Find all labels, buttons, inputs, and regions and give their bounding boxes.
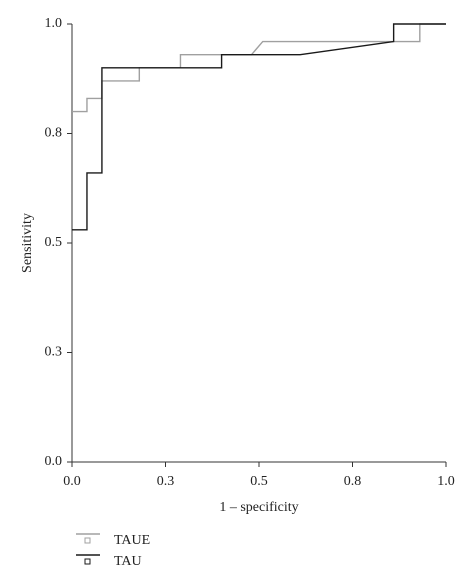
x-tick-label: 0.5 [250,474,268,489]
y-tick-label: 0.0 [45,454,63,469]
x-axis-label: 1 – specificity [219,500,298,515]
x-tick-label: 0.3 [157,474,175,489]
y-tick-label: 1.0 [45,16,63,31]
x-tick-label: 0.8 [344,474,362,489]
legend-label: TAU [114,554,142,569]
roc-line [72,23,446,231]
legend-label: TAUE [114,533,150,548]
y-tick-label: 0.5 [45,235,63,250]
y-axis-label: Sensitivity [20,213,35,273]
y-tick-label: 0.8 [45,126,63,141]
x-tick-label: 0.0 [63,474,81,489]
x-tick-label: 1.0 [437,474,455,489]
legend-marker [84,558,91,565]
y-tick-label: 0.3 [45,345,63,360]
legend-marker [84,537,91,544]
